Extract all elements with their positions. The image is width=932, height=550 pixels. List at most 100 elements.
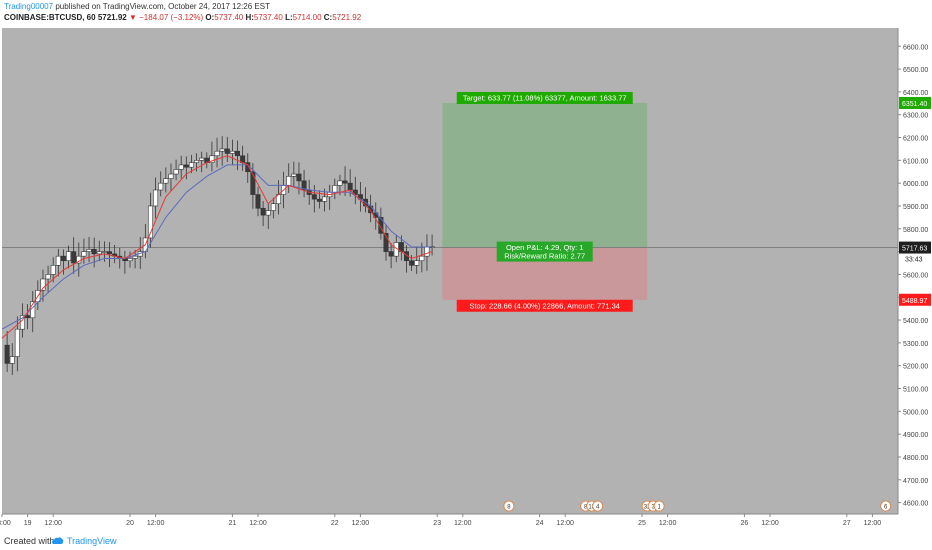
candle [409, 255, 415, 271]
x-tick-label: 12:00 [659, 520, 677, 527]
x-tick-label: 12:00 [556, 520, 574, 527]
y-tick-label: 4800.00 [903, 455, 928, 462]
x-tick-label: 12:00 [352, 520, 370, 527]
publish-info: published on TradingView.com, October 24… [55, 2, 270, 11]
price-tag-stop: 5488.97 [899, 293, 931, 306]
candle-body [194, 160, 200, 163]
candle [255, 186, 261, 217]
stop-label-text: Stop: 228.66 (4.00%) 22866, Amount: 771.… [469, 301, 620, 310]
ema-fast-line [1, 155, 433, 339]
candle-body [332, 185, 338, 193]
price-tag-target: 6351.40 [899, 96, 931, 109]
y-tick-label: 5800.00 [903, 227, 928, 234]
candle [199, 151, 205, 173]
candle [147, 192, 153, 248]
candle-body [291, 173, 297, 177]
candle-body [96, 251, 102, 255]
candle-body [388, 251, 394, 257]
candle-body [55, 255, 61, 266]
open-label: O: [205, 13, 215, 22]
symbol-line: COINBASE:BTCUSD, 60 5721.92 ▼ −184.07 (−… [4, 13, 361, 22]
candle [96, 240, 102, 262]
candle [158, 171, 164, 197]
candle [209, 141, 215, 172]
event-label: 13 [588, 505, 595, 511]
event-markers: 6 [880, 500, 892, 512]
x-tick-label: 12:00 [864, 520, 882, 527]
y-tick-label: 5400.00 [903, 318, 928, 325]
candle [173, 159, 179, 181]
y-tick-label: 6300.00 [903, 113, 928, 120]
event-label: 1 [657, 505, 661, 511]
stop-label: Stop: 228.66 (4.00%) 22866, Amount: 771.… [456, 299, 633, 312]
candle-body [14, 328, 20, 357]
tradingview-cloud-icon [52, 537, 64, 544]
candle [55, 248, 61, 277]
candle [9, 343, 15, 376]
x-tick-label: 12:00 [454, 520, 472, 527]
candle [383, 224, 389, 261]
y-tick-label: 4700.00 [903, 478, 928, 485]
y-tick-label: 6000.00 [903, 181, 928, 188]
candle [66, 245, 72, 269]
chart-header: Trading00007 published on TradingView.co… [0, 0, 932, 26]
x-tick-label: 23 [433, 520, 441, 527]
author-link[interactable]: Trading00007 [4, 2, 54, 11]
price-tag-box [899, 96, 931, 109]
candle-body [66, 251, 72, 262]
high-value: 5737.40 [253, 13, 283, 22]
candle-body [81, 251, 87, 257]
candle-body [91, 249, 97, 255]
x-tick-label: 20 [126, 520, 134, 527]
candle-body [158, 182, 164, 191]
target-label-text: Target: 633.77 (11.08%) 63377, Amount: 1… [463, 93, 627, 102]
x-tick-label: 21 [229, 520, 237, 527]
event-markers: 8 13 4 [580, 500, 604, 512]
candle-body [322, 196, 328, 202]
price-chart[interactable]: 4600.00 4700.00 4800.00 4900.00 5000.00 5100.… [0, 26, 932, 532]
candle [25, 304, 31, 330]
candle-body [209, 155, 215, 163]
candle-body [107, 251, 113, 255]
event-label: 6 [884, 505, 888, 511]
candle [388, 243, 394, 269]
x-tick-label: 22 [331, 520, 339, 527]
x-tick-label: 19 [24, 520, 32, 527]
candle [414, 246, 420, 274]
x-tick-label: 27 [843, 520, 851, 527]
close-value: 5721.92 [332, 13, 362, 22]
candle-body [9, 356, 15, 364]
y-tick-label: 6100.00 [903, 158, 928, 165]
candle-body [260, 207, 266, 216]
candle [168, 163, 174, 191]
price-tag-box [899, 241, 931, 254]
created-with-text: Created with [4, 536, 55, 546]
candle [45, 265, 51, 294]
y-tick-label: 6600.00 [903, 44, 928, 51]
candle [163, 167, 169, 193]
tradingview-brand[interactable]: TradingView [67, 536, 117, 546]
countdown-text: 33:43 [905, 257, 923, 264]
stop-label-box [456, 299, 633, 312]
candle [81, 238, 87, 264]
price-tag-text: 6351.40 [902, 101, 927, 108]
open-value: 5737.40 [214, 13, 244, 22]
target-label: Target: 633.77 (11.08%) 63377, Amount: 1… [456, 91, 633, 104]
candle [50, 257, 56, 283]
y-tick-label: 5200.00 [903, 364, 928, 371]
candle-body [424, 246, 430, 257]
x-tick-label: 24 [536, 520, 544, 527]
event-icon [880, 500, 892, 512]
x-tick-label: 12:00 [249, 520, 267, 527]
candle-body [147, 205, 153, 239]
y-tick-label: 5000.00 [903, 409, 928, 416]
candle-body [4, 344, 10, 364]
candle-body [183, 164, 189, 168]
candle [260, 200, 266, 227]
high-label: H: [245, 13, 254, 22]
candle [301, 169, 307, 198]
target-zone [442, 102, 648, 248]
event-label: 8 [507, 505, 511, 511]
candle-body [250, 171, 256, 195]
candle-body [301, 180, 307, 191]
